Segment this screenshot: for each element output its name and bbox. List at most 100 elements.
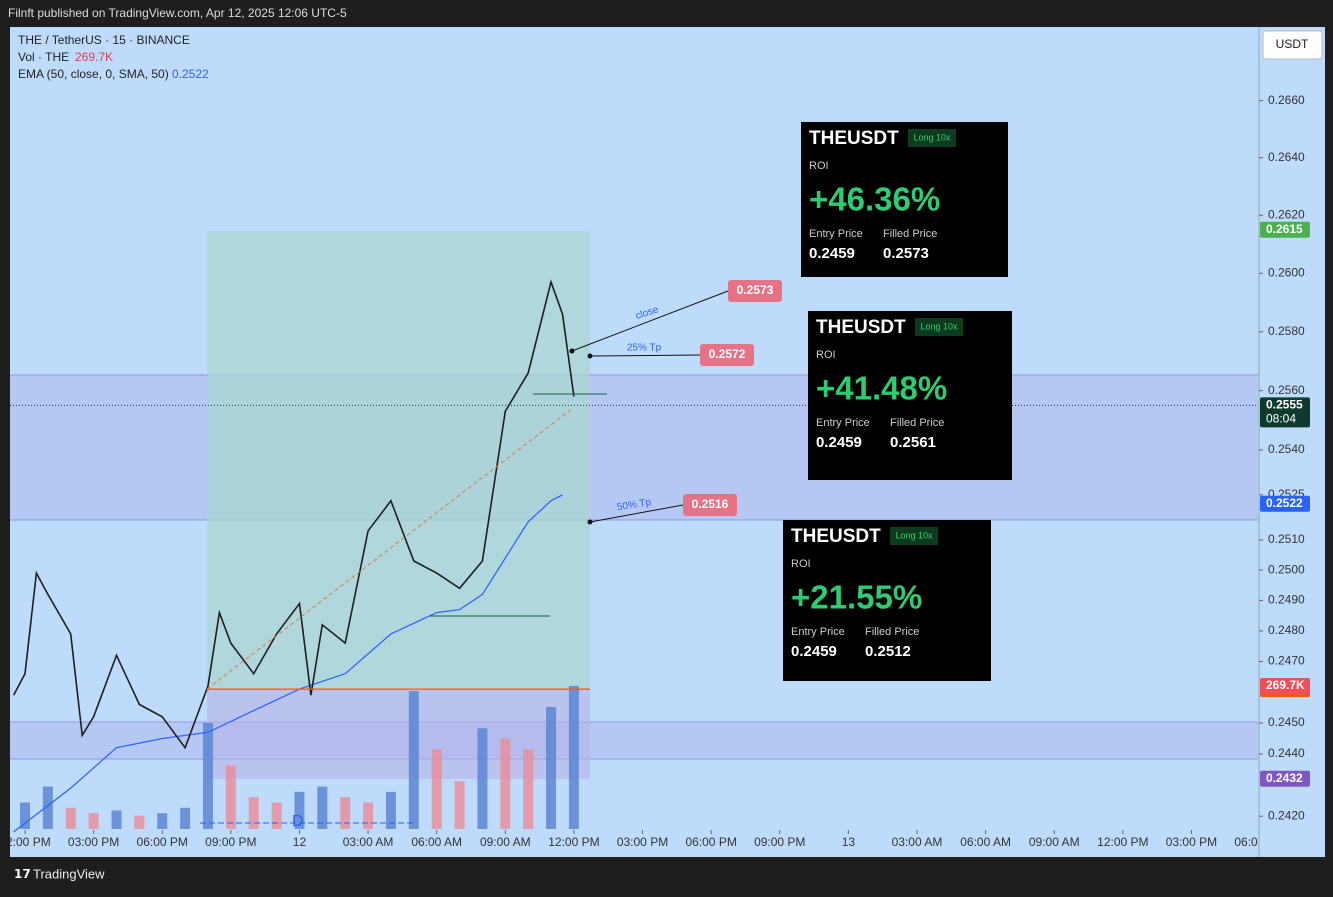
card-roi: +41.48%	[816, 370, 947, 407]
card-filled: 0.2512	[865, 643, 911, 660]
volume-bar	[408, 691, 419, 829]
annotation-line	[589, 504, 684, 523]
card-bg	[783, 520, 991, 681]
card-roi-label: ROI	[809, 160, 829, 172]
x-tick-label: 06:00 PM	[1234, 835, 1285, 849]
legend-ema-value: 0.2522	[172, 67, 209, 81]
price-tag	[1260, 221, 1310, 238]
volume-bar	[20, 802, 31, 829]
zone-band	[10, 722, 1258, 759]
volume-bar	[248, 797, 259, 829]
legend-symbol: THE / TetherUS · 15 · BINANCE	[18, 33, 190, 47]
annotation-tag-label: 0.2572	[709, 347, 746, 361]
card-filled-label: Filled Price	[865, 626, 919, 638]
roi-card: THEUSDT Long 10x ROI +21.55% Entry Price Fill…	[783, 520, 991, 681]
volume-bar	[523, 749, 534, 829]
x-tick-label: 13	[842, 835, 856, 849]
card-entry-label: Entry Price	[791, 626, 845, 638]
volume-bar	[88, 813, 99, 829]
legend-ema: EMA (50, close, 0, SMA, 50)	[18, 67, 169, 81]
card-filled: 0.2573	[883, 245, 929, 262]
x-tick-label: 12:00 PM	[0, 835, 51, 849]
annotation-dot	[569, 348, 575, 354]
legend-vol: Vol · THE	[18, 50, 69, 64]
footer	[0, 857, 1333, 892]
zone-band	[10, 375, 1258, 520]
currency-button[interactable]	[1262, 30, 1323, 60]
x-tick-label: 03:00 AM	[892, 835, 943, 849]
annotation-dot	[587, 353, 593, 359]
volume-bar	[225, 765, 236, 829]
x-tick-label: 03:00 PM	[1166, 835, 1217, 849]
annotation-tag	[683, 494, 737, 516]
volume-tag	[1260, 677, 1310, 694]
card-badge-text: Long 10x	[913, 132, 951, 142]
y-tick-label: 0.2440	[1268, 746, 1305, 760]
annotation-tag	[728, 280, 782, 302]
y-tick-label: 0.2480	[1268, 623, 1305, 637]
card-entry: 0.2459	[816, 434, 862, 451]
volume-bar	[180, 807, 191, 829]
y-tick-label: 0.2420	[1268, 808, 1305, 822]
currency[interactable]: USDT	[1276, 37, 1309, 51]
y-tick-label: 0.2660	[1268, 93, 1305, 107]
x-tick-label: 09:00 AM	[1029, 835, 1080, 849]
brand: TradingView	[33, 866, 105, 881]
price-line	[12, 279, 575, 750]
x-tick-label: 06:00 AM	[960, 835, 1011, 849]
annotation-text: 25% Tp	[627, 343, 662, 354]
logo: 𝟭𝟳	[14, 867, 31, 881]
volume-tag-label: 269.7K	[1266, 678, 1305, 692]
card-roi-label: ROI	[791, 558, 811, 570]
volume-bar	[294, 791, 305, 829]
card-badge	[915, 318, 963, 336]
volume-bar	[431, 749, 442, 829]
y-tick-label: 0.2450	[1268, 715, 1305, 729]
x-tick-label: 09:00 AM	[480, 835, 531, 849]
card-badge-text: Long 10x	[920, 321, 958, 331]
card-bg	[801, 122, 1008, 277]
card-roi-label: ROI	[816, 349, 836, 361]
volume-bar	[454, 781, 465, 829]
x-tick-label: 06:00 PM	[685, 835, 736, 849]
x-tick-label: 06:00 PM	[137, 835, 188, 849]
price-tag-label: 0.2555	[1266, 398, 1303, 412]
volume-bar	[65, 807, 76, 829]
volume-bar	[477, 728, 488, 829]
top-bar	[0, 0, 1333, 27]
y-tick-label: 0.2640	[1268, 150, 1305, 164]
card-badge	[908, 129, 956, 147]
card-badge	[890, 527, 938, 545]
card-roi: +21.55%	[791, 579, 922, 616]
x-tick-label: 06:00 AM	[411, 835, 462, 849]
publish-info: Filnft published on TradingView.com, Apr…	[8, 6, 347, 20]
annotation-tag	[700, 344, 754, 366]
card-badge-text: Long 10x	[895, 530, 933, 540]
card-symbol: THEUSDT	[816, 317, 906, 338]
x-tick-label: 09:00 PM	[205, 835, 256, 849]
card-entry: 0.2459	[791, 643, 837, 660]
volume-bar	[568, 685, 579, 829]
volume-bar	[202, 722, 213, 829]
y-tick-label: 0.2600	[1268, 265, 1305, 279]
price-tag	[1260, 397, 1310, 428]
volume-bar	[340, 797, 351, 829]
volume-bar	[363, 802, 374, 829]
y-tick-label: 0.2560	[1268, 383, 1305, 397]
price-tag-label: 0.2615	[1266, 222, 1303, 236]
volume-bar	[546, 707, 557, 829]
card-roi: +46.36%	[809, 181, 940, 218]
card-entry-label: Entry Price	[816, 417, 870, 429]
y-tick-label: 0.2620	[1268, 207, 1305, 221]
price-tag-timer: 08:04	[1266, 412, 1296, 426]
card-bg	[808, 311, 1012, 480]
y-tick-label: 0.2510	[1268, 532, 1305, 546]
card-symbol: THEUSDT	[791, 526, 881, 547]
card-entry: 0.2459	[809, 245, 855, 262]
volume-bar	[271, 802, 282, 829]
volume-bar	[317, 786, 328, 829]
volume-bar	[157, 813, 168, 829]
card-filled-label: Filled Price	[883, 228, 937, 240]
annotation-tag-label: 0.2516	[692, 497, 729, 511]
